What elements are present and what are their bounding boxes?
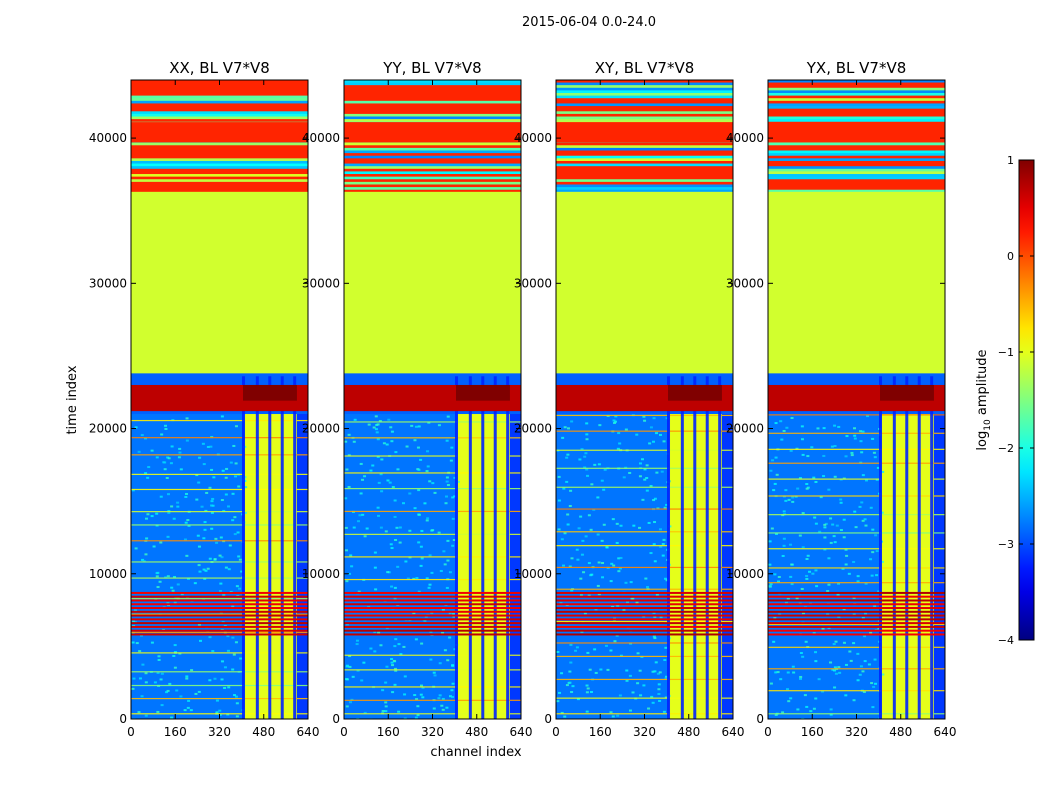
y-tick-label: 0 bbox=[544, 712, 552, 726]
colorbar-label: log10 amplitude bbox=[975, 349, 993, 450]
panel-3: XY, BL V7*V8 0 160 320 480 640 0 10000 20000 3000… bbox=[514, 59, 745, 739]
figure-title: 2015-06-04 0.0-24.0 bbox=[522, 15, 656, 30]
colorbar-tick-label: −3 bbox=[998, 538, 1014, 551]
panel-2: YY, BL V7*V8 0 160 320 480 640 0 10000 20000 3000… bbox=[302, 59, 533, 739]
y-tick-label: 0 bbox=[332, 712, 340, 726]
y-tick-label: 10000 bbox=[89, 567, 127, 581]
y-tick-label: 20000 bbox=[89, 422, 127, 436]
colorbar: 1 0 −1 −2 −3 −4 log10 amplitude bbox=[975, 154, 1035, 647]
x-tick-label: 640 bbox=[934, 725, 957, 739]
x-tick-label: 320 bbox=[208, 725, 231, 739]
y-tick-label: 30000 bbox=[514, 276, 552, 290]
x-tick-label: 640 bbox=[510, 725, 533, 739]
x-axis-label: channel index bbox=[430, 745, 521, 760]
y-tick-label: 0 bbox=[756, 712, 764, 726]
x-tick-label: 0 bbox=[552, 725, 560, 739]
x-tick-label: 480 bbox=[889, 725, 912, 739]
y-tick-label: 40000 bbox=[302, 131, 340, 145]
x-tick-label: 0 bbox=[340, 725, 348, 739]
y-tick-label: 20000 bbox=[302, 422, 340, 436]
y-tick-label: 40000 bbox=[514, 131, 552, 145]
panel-title: XY, BL V7*V8 bbox=[595, 59, 695, 77]
colorbar-tick-label: 0 bbox=[1007, 250, 1014, 263]
x-tick-label: 160 bbox=[377, 725, 400, 739]
colorbar-tick-label: −2 bbox=[998, 442, 1014, 455]
y-tick-label: 20000 bbox=[726, 422, 764, 436]
x-tick-label: 640 bbox=[722, 725, 745, 739]
x-tick-label: 160 bbox=[801, 725, 824, 739]
panel-4: YX, BL V7*V8 0 160 320 480 640 0 10000 20000 3000… bbox=[726, 59, 957, 739]
x-tick-label: 160 bbox=[589, 725, 612, 739]
y-tick-label: 40000 bbox=[726, 131, 764, 145]
y-axis-label: time index bbox=[65, 365, 80, 434]
panel-1: XX, BL V7*V8 0 160 320 480 640 0 10000 20000 3000… bbox=[89, 59, 320, 739]
y-tick-label: 0 bbox=[119, 712, 127, 726]
panel-title: YY, BL V7*V8 bbox=[382, 59, 481, 77]
heatmap-image bbox=[344, 80, 521, 719]
x-tick-label: 320 bbox=[845, 725, 868, 739]
x-tick-label: 480 bbox=[252, 725, 275, 739]
x-tick-label: 320 bbox=[633, 725, 656, 739]
colorbar-gradient bbox=[1018, 159, 1035, 641]
x-tick-label: 0 bbox=[127, 725, 135, 739]
y-tick-label: 20000 bbox=[514, 422, 552, 436]
x-tick-label: 320 bbox=[421, 725, 444, 739]
x-tick-label: 0 bbox=[764, 725, 772, 739]
y-tick-label: 10000 bbox=[302, 567, 340, 581]
panel-title: YX, BL V7*V8 bbox=[806, 59, 907, 77]
x-tick-label: 480 bbox=[465, 725, 488, 739]
colorbar-tick-label: −1 bbox=[998, 346, 1014, 359]
y-tick-label: 30000 bbox=[89, 276, 127, 290]
colorbar-tick-label: −4 bbox=[998, 634, 1014, 647]
x-tick-label: 160 bbox=[164, 725, 187, 739]
y-tick-label: 30000 bbox=[302, 276, 340, 290]
y-tick-label: 30000 bbox=[726, 276, 764, 290]
x-tick-label: 480 bbox=[677, 725, 700, 739]
heatmap-image bbox=[131, 80, 308, 719]
panel-title: XX, BL V7*V8 bbox=[169, 59, 270, 77]
heatmap-image bbox=[768, 80, 945, 719]
y-tick-label: 10000 bbox=[514, 567, 552, 581]
y-tick-label: 40000 bbox=[89, 131, 127, 145]
y-tick-label: 10000 bbox=[726, 567, 764, 581]
x-tick-label: 640 bbox=[297, 725, 320, 739]
heatmap-image bbox=[556, 80, 733, 719]
colorbar-tick-label: 1 bbox=[1007, 154, 1014, 167]
